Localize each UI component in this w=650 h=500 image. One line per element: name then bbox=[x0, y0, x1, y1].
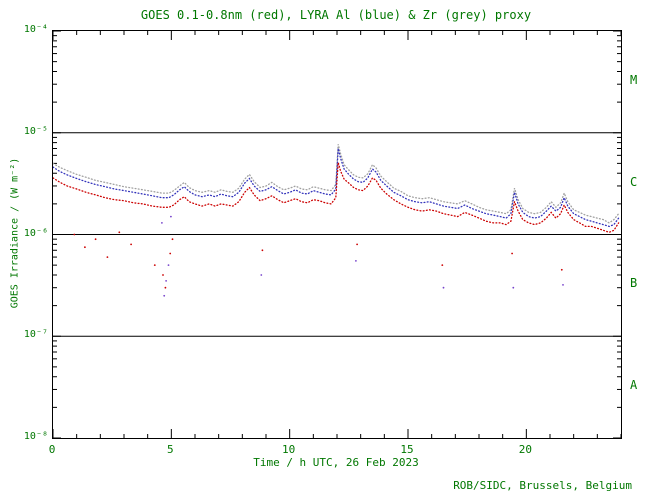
lyra-dropout-points bbox=[163, 294, 166, 297]
goes-dropout-points bbox=[162, 274, 164, 276]
x-axis-label: Time / h UTC, 26 Feb 2023 bbox=[253, 456, 419, 469]
y-tick-label: 10⁻⁷ bbox=[23, 329, 48, 341]
y-tick-label: 10⁻⁵ bbox=[23, 125, 48, 137]
goes-dropout-points bbox=[118, 231, 121, 234]
series-lyra-al-proxy bbox=[53, 148, 620, 228]
lyra-dropout-points bbox=[562, 284, 564, 286]
y-tick-label: 10⁻⁶ bbox=[23, 227, 48, 239]
x-tick-label: 5 bbox=[167, 443, 174, 456]
x-tick-label: 15 bbox=[400, 443, 414, 456]
credit-text: ROB/SIDC, Brussels, Belgium bbox=[453, 479, 632, 492]
goes-dropout-points bbox=[356, 243, 358, 246]
x-tick-label: 20 bbox=[518, 443, 532, 456]
series-goes-0-1-0-8nm bbox=[53, 162, 620, 233]
lyra-dropout-points bbox=[161, 222, 163, 224]
flare-class-label-m: M bbox=[630, 72, 638, 87]
flare-class-label-c: C bbox=[630, 174, 638, 189]
goes-dropout-points bbox=[106, 256, 109, 258]
goes-dropout-points bbox=[153, 264, 156, 266]
lyra-dropout-points bbox=[442, 286, 445, 289]
lyra-dropout-points bbox=[260, 274, 263, 276]
goes-dropout-points bbox=[261, 249, 264, 252]
goes-dropout-points bbox=[84, 246, 86, 249]
lyra-dropout-points bbox=[170, 215, 172, 218]
goes-dropout-points bbox=[511, 252, 513, 255]
goes-dropout-points bbox=[169, 252, 172, 255]
goes-dropout-points bbox=[164, 286, 167, 289]
series-lyra-zr-proxy bbox=[53, 144, 620, 224]
y-tick-label: 10⁻⁸ bbox=[23, 431, 48, 442]
goes-dropout-points bbox=[171, 238, 174, 241]
goes-dropout-points bbox=[94, 238, 97, 241]
lyra-dropout-points bbox=[165, 280, 167, 282]
flare-class-label-a: A bbox=[630, 378, 638, 393]
goes-dropout-points bbox=[73, 233, 76, 236]
lyra-dropout-points bbox=[167, 264, 170, 266]
goes-dropout-points bbox=[441, 264, 444, 266]
goes-dropout-points bbox=[560, 268, 563, 271]
chart-title: GOES 0.1-0.8nm (red), LYRA Al (blue) & Z… bbox=[140, 8, 532, 22]
flare-class-label-b: B bbox=[630, 276, 638, 291]
x-tick-label: 0 bbox=[48, 443, 56, 456]
plot-area bbox=[52, 30, 622, 439]
lyra-dropout-points bbox=[355, 260, 357, 262]
y-tick-label: 10⁻⁴ bbox=[23, 24, 48, 35]
plot-canvas bbox=[53, 31, 621, 438]
lyra-dropout-points bbox=[512, 286, 515, 289]
x-tick-label: 10 bbox=[282, 443, 296, 456]
goes-dropout-points bbox=[130, 243, 132, 246]
